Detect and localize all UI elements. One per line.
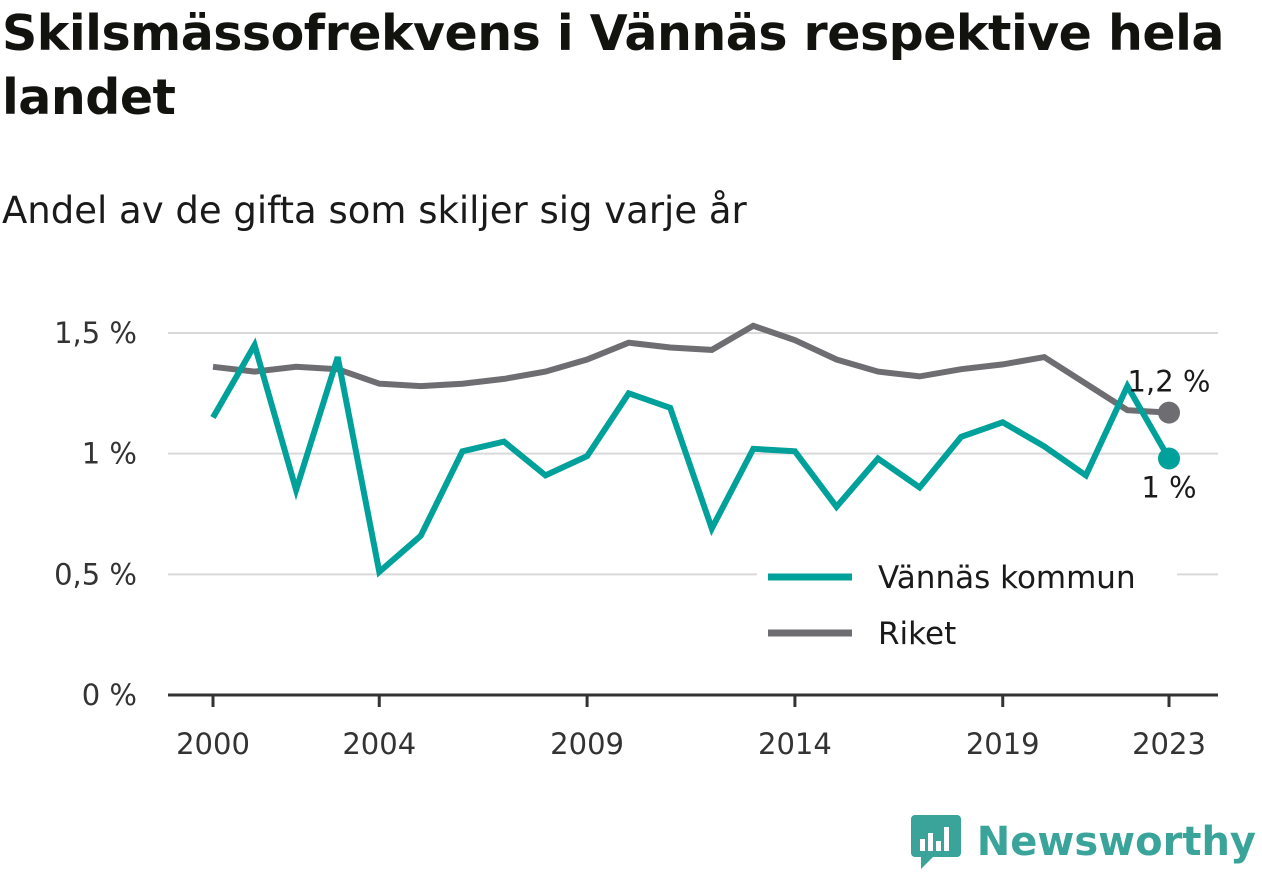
series-end-dot: [1158, 401, 1180, 424]
newsworthy-logo: Newsworthy: [910, 813, 1256, 871]
chart-subtitle: Andel av de gifta som skiljer sig varje …: [2, 189, 747, 232]
series-lines: [210, 322, 1180, 578]
x-tick-label: 2023: [1132, 727, 1206, 761]
newsworthy-logo-icon: [910, 815, 961, 869]
x-axis: [168, 693, 1218, 707]
x-tick-label: 2019: [966, 727, 1040, 761]
series-line: [212, 322, 1170, 416]
end-label: 1 %: [1141, 470, 1196, 504]
y-tick-label: 0,5 %: [54, 557, 137, 591]
x-tick-label: 2009: [550, 727, 624, 761]
end-labels: 1,2 % 1 %: [1128, 365, 1211, 505]
y-tick-label: 0 %: [82, 678, 137, 712]
y-tick-label: 1,5 %: [54, 316, 137, 350]
legend-label: Riket: [878, 616, 956, 652]
legend-label: Vännäs kommun: [878, 560, 1136, 596]
brand-name: Newsworthy: [976, 819, 1256, 865]
x-tick-label: 2014: [758, 727, 832, 761]
series-line: [210, 337, 1172, 578]
x-tick-label: 2004: [342, 727, 416, 761]
series-end-dot: [1158, 447, 1180, 470]
x-tick-label: 2000: [176, 727, 250, 761]
y-tick-label: 1 %: [82, 437, 137, 471]
x-axis-tick-labels: 2000 2004 2009 2014 2019 2023: [176, 727, 1206, 761]
legend: Vännäs kommun Riket: [757, 551, 1177, 655]
end-label: 1,2 %: [1128, 365, 1211, 399]
chart-title: Skilsmässofrekvens i Vännäs respektive h…: [2, 5, 1224, 126]
y-axis-tick-labels: 0 % 0,5 % 1 % 1,5 %: [54, 316, 137, 712]
